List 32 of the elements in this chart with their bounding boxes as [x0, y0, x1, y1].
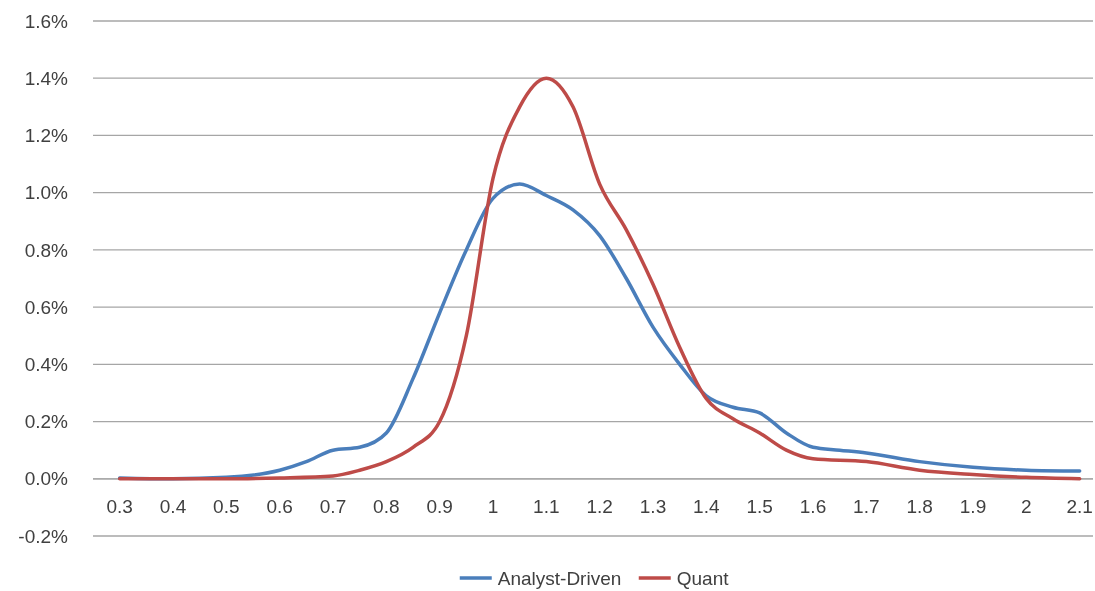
y-tick-label: 1.2%: [24, 125, 69, 147]
x-tick-label: 1.6: [799, 495, 827, 517]
x-tick-label: 1.8: [906, 495, 933, 517]
x-tick-label: 1: [487, 495, 499, 517]
x-tick-label: 0.4: [159, 495, 187, 517]
y-tick-label: 0.2%: [24, 411, 69, 433]
y-tick-label: 1.4%: [24, 67, 69, 89]
line-series: [117, 76, 1082, 481]
x-tick-label: 1.1: [533, 495, 560, 517]
y-tick-label: 0.4%: [24, 353, 69, 375]
x-tick-label: 1.2: [586, 495, 613, 517]
x-tick-label: 1.5: [746, 495, 773, 517]
y-tick-label: 1.6%: [24, 10, 69, 32]
y-tick-label: 0.6%: [24, 296, 69, 318]
x-tick-label: 0.7: [319, 495, 347, 517]
x-tick-label: 1.9: [959, 495, 987, 517]
x-tick-label: 2.1: [1066, 495, 1093, 517]
x-tick-label: 0.6: [266, 495, 293, 517]
x-tick-label: 1.7: [853, 495, 880, 517]
x-tick-label: 1.3: [639, 495, 667, 517]
legend-label: Quant: [676, 567, 730, 589]
x-tick-label: 2: [1021, 495, 1032, 517]
x-tick-label: 0.3: [106, 495, 133, 517]
y-tick-label: 0.8%: [24, 239, 69, 261]
x-tick-label: 0.9: [426, 495, 453, 517]
y-tick-label: 0.0%: [24, 468, 69, 490]
x-tick-label: 0.5: [213, 495, 240, 517]
y-tick-label: 1.0%: [24, 182, 69, 204]
x-tick-label: 1.4: [693, 495, 720, 517]
legend-label: Analyst-Driven: [497, 567, 622, 589]
x-tick-label: 0.8: [373, 495, 400, 517]
y-tick-label: -0.2%: [18, 525, 69, 547]
